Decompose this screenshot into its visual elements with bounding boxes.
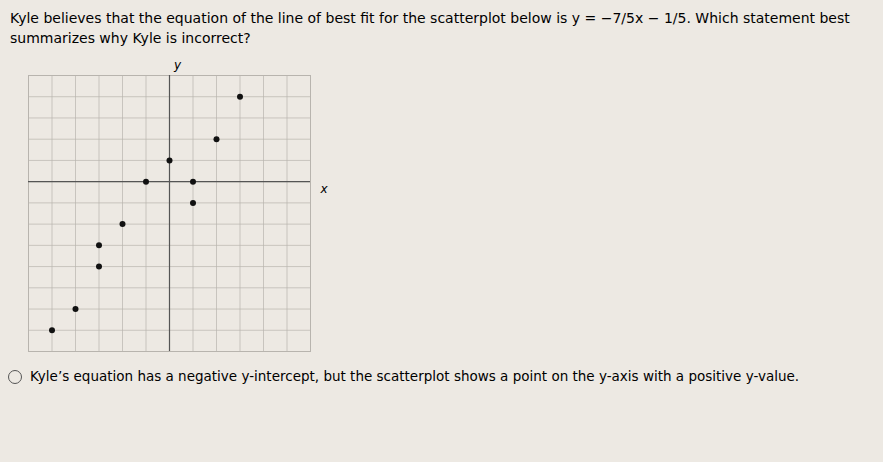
svg-text:y: y <box>173 58 182 72</box>
html-text:Kyle’s equation has a negative: Kyle’s equation has a negative y-interce… <box>30 367 800 384</box>
svg-text:x: x <box>320 182 329 196</box>
html-text:Kyle believes that the equatio: Kyle believes that the equation of the l… <box>10 10 850 47</box>
